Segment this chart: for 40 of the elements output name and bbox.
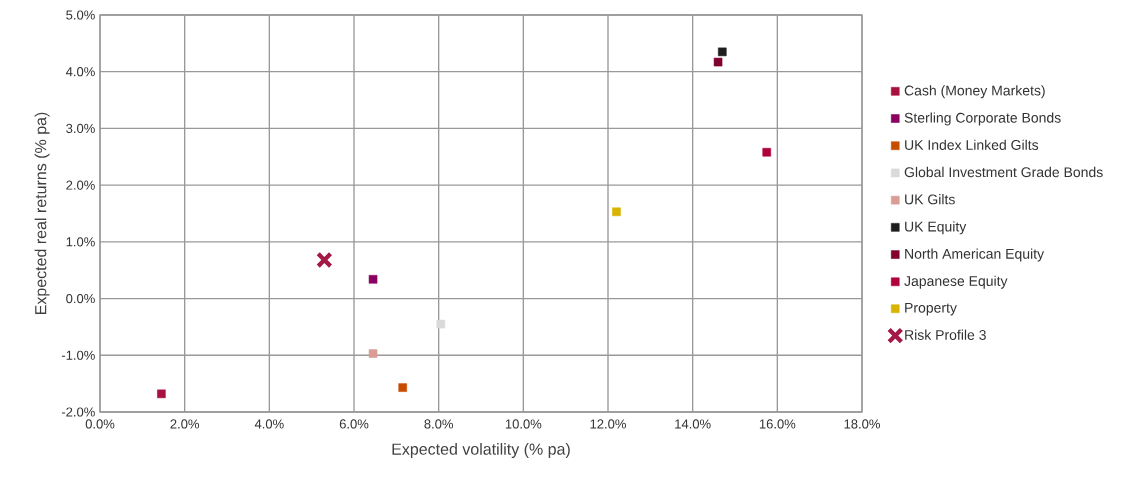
x-tick-label: 2.0%: [170, 419, 200, 429]
x-tick-label: 8.0%: [424, 419, 454, 429]
y-tick-label: 4.0%: [65, 67, 95, 77]
legend-label: Global Investment Grade Bonds: [904, 166, 1103, 178]
legend-label: Sterling Corporate Bonds: [904, 112, 1061, 126]
x-tick-label: 18.0%: [844, 419, 880, 429]
y-tick-label: 1.0%: [66, 237, 95, 247]
legend-label: Cash (Money Markets): [904, 85, 1045, 99]
x-tick-label: 6.0%: [339, 419, 369, 429]
legend-label: Property: [905, 302, 957, 316]
legend-label: UK Equity: [905, 221, 967, 235]
x-tick-label: 14.0%: [675, 419, 711, 429]
point: [718, 47, 727, 57]
x-axis-title: Expected volatility (% pa): [392, 443, 570, 458]
point: [436, 319, 446, 329]
legend-label: North American Equity: [905, 248, 1045, 262]
legend-label: UK Gilts: [905, 194, 955, 205]
y-tick-label: 3.0%: [66, 123, 95, 134]
y-tick-label: 2.0%: [66, 180, 95, 190]
point: [762, 147, 772, 157]
x-tick-label: 10.0%: [505, 419, 542, 429]
point: [368, 349, 378, 358]
y-tick-label: -2.0%: [61, 407, 95, 417]
x-tick-label: 4.0%: [254, 419, 284, 429]
point: [612, 207, 621, 217]
x-tick-label: 0.0%: [85, 419, 115, 429]
legend-label: UK Index Linked Gilts: [905, 139, 1039, 150]
y-tick-label: -1.0%: [61, 350, 95, 360]
x-tick-label: 16.0%: [759, 419, 796, 429]
point: [368, 275, 378, 284]
y-axis-title: Expected real returns (% pa): [34, 112, 50, 314]
legend-label: Japanese Equity: [904, 275, 1008, 289]
point: [398, 383, 407, 392]
point: [713, 57, 723, 67]
point: [316, 251, 333, 269]
point: [157, 389, 166, 399]
legend-label: Risk Profile 3: [905, 329, 986, 340]
y-tick-label: 5.0%: [66, 10, 95, 20]
x-tick-label: 12.0%: [590, 419, 626, 429]
y-tick-label: 0.0%: [66, 293, 95, 304]
